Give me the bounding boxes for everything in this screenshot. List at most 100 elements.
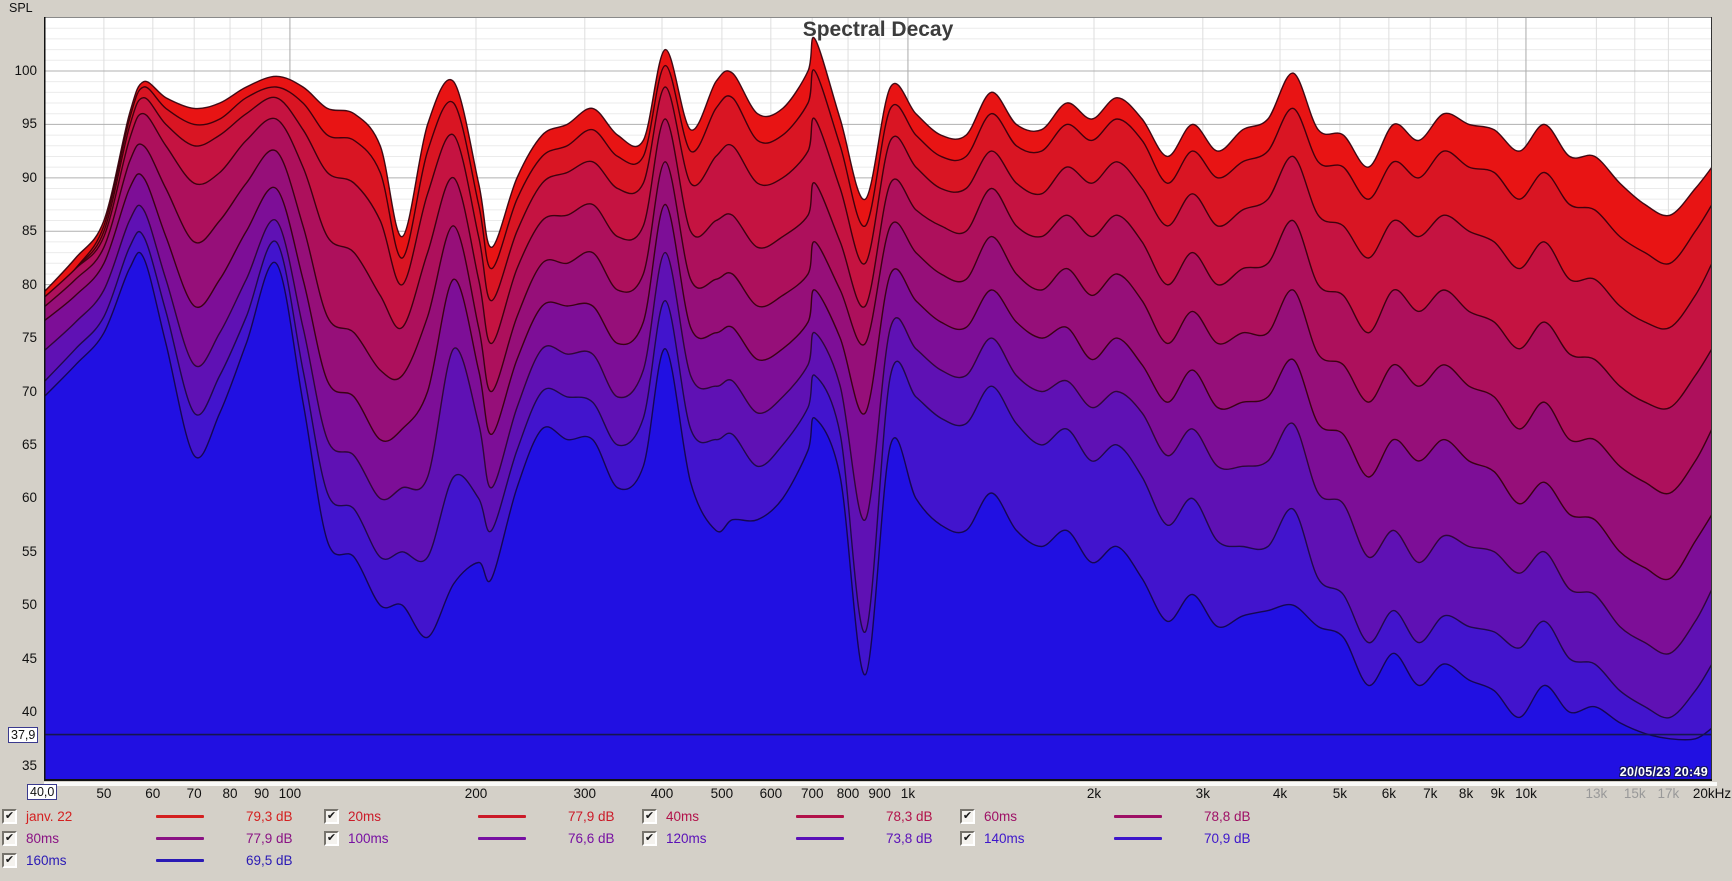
y-tick-70: 70 — [21, 383, 37, 399]
y-axis-title: SPL — [9, 1, 33, 15]
checkbox-janv-22[interactable]: ✔ — [2, 809, 17, 824]
legend-item-80ms: ✔ 80ms 77,9 dB — [2, 828, 324, 849]
x-tick-100: 100 — [278, 786, 302, 801]
series-curve-60ms — [44, 112, 1712, 410]
series-curve-janv-22 — [44, 36, 1712, 293]
y-tick-90: 90 — [21, 169, 37, 185]
x-tick-20khz: 20kHz — [1692, 786, 1732, 801]
x-tick-60: 60 — [145, 786, 161, 801]
checkbox-120ms[interactable]: ✔ — [642, 831, 657, 846]
x-tick-10k: 10k — [1515, 786, 1537, 801]
legend-label-120ms: 120ms — [666, 831, 707, 846]
y-tick-85: 85 — [21, 223, 37, 239]
x-tick-1k: 1k — [900, 786, 916, 801]
legend-value-80ms: 77,9 dB — [246, 831, 293, 846]
x-tick-3k: 3k — [1195, 786, 1210, 801]
legend-item-janv-22: ✔ janv. 22 79,3 dB — [2, 806, 324, 827]
x-tick-70: 70 — [186, 786, 202, 801]
legend-label-janv-22: janv. 22 — [26, 809, 73, 824]
legend-item-20ms: ✔ 20ms 77,9 dB — [324, 806, 642, 827]
axis-strip — [44, 782, 1717, 786]
series-curve-100ms — [44, 173, 1712, 581]
legend-label-40ms: 40ms — [666, 809, 700, 824]
x-tick-15k: 15k — [1623, 786, 1646, 801]
x-tick-4k: 4k — [1272, 786, 1288, 801]
legend-label-100ms: 100ms — [348, 831, 389, 846]
x-tick-13k: 13k — [1585, 786, 1608, 801]
y-tick-40: 40 — [21, 704, 37, 720]
x-tick-700: 700 — [800, 786, 824, 801]
legend-value-140ms: 70,9 dB — [1204, 831, 1251, 846]
x-tick-600: 600 — [759, 786, 783, 801]
legend-value-60ms: 78,8 dB — [1204, 809, 1251, 824]
series-curve-20ms — [44, 64, 1712, 308]
legend-line-swatch-janv-22 — [156, 815, 204, 818]
y-tick-80: 80 — [21, 276, 37, 292]
legend-label-60ms: 60ms — [984, 809, 1018, 824]
checkbox-60ms[interactable]: ✔ — [960, 809, 975, 824]
y-tick-35: 35 — [21, 757, 37, 773]
x-tick-50: 50 — [96, 786, 112, 801]
legend-label-160ms: 160ms — [26, 853, 67, 868]
x-tick-200: 200 — [464, 786, 488, 801]
series-curve-120ms — [44, 204, 1712, 655]
checkbox-80ms[interactable]: ✔ — [2, 831, 17, 846]
legend-value-120ms: 73,8 dB — [886, 831, 933, 846]
spectral-decay-plot[interactable] — [44, 17, 1712, 781]
legend-label-80ms: 80ms — [26, 831, 60, 846]
x-tick-6k: 6k — [1381, 786, 1396, 801]
y-tick-60: 60 — [21, 490, 37, 506]
legend-item-140ms: ✔ 140ms 70,9 dB — [960, 828, 1380, 849]
checkbox-160ms[interactable]: ✔ — [2, 853, 17, 868]
legend-line-swatch-120ms — [796, 837, 844, 840]
timestamp: 20/05/23 20:49 — [1619, 765, 1708, 779]
y-tick-100: 100 — [14, 62, 37, 78]
checkbox-140ms[interactable]: ✔ — [960, 831, 975, 846]
legend-line-swatch-160ms — [156, 859, 204, 862]
y-tick-75: 75 — [21, 330, 37, 346]
cursor-level-box[interactable]: 37,9 — [8, 726, 39, 743]
y-tick-45: 45 — [21, 650, 37, 666]
x-tick-90: 90 — [254, 786, 270, 801]
legend-line-swatch-60ms — [1114, 815, 1162, 818]
x-tick-400: 400 — [650, 786, 674, 801]
legend-label-140ms: 140ms — [984, 831, 1025, 846]
y-tick-95: 95 — [21, 116, 37, 132]
x-tick-9k: 9k — [1490, 786, 1505, 801]
x-tick-900: 900 — [868, 786, 891, 801]
checkbox-20ms[interactable]: ✔ — [324, 809, 339, 824]
series-curve-160ms — [44, 251, 1712, 741]
cursor-frequency-box[interactable]: 40,0 — [27, 784, 58, 800]
x-tick-8k: 8k — [1458, 786, 1474, 801]
plot-canvas[interactable] — [44, 17, 1712, 781]
checkbox-100ms[interactable]: ✔ — [324, 831, 339, 846]
legend-value-20ms: 77,9 dB — [568, 809, 615, 824]
y-tick-65: 65 — [21, 436, 37, 452]
legend-item-60ms: ✔ 60ms 78,8 dB — [960, 806, 1380, 827]
x-tick-80: 80 — [222, 786, 238, 801]
legend-item-40ms: ✔ 40ms 78,3 dB — [642, 806, 960, 827]
y-tick-50: 50 — [21, 597, 37, 613]
legend-value-40ms: 78,3 dB — [886, 809, 933, 824]
x-tick-500: 500 — [710, 786, 734, 801]
x-tick-17k: 17k — [1657, 786, 1680, 801]
series-fill-160ms — [44, 252, 1712, 781]
checkbox-40ms[interactable]: ✔ — [642, 809, 657, 824]
legend-line-swatch-140ms — [1114, 837, 1162, 840]
legend-label-20ms: 20ms — [348, 809, 382, 824]
x-tick-5k: 5k — [1332, 786, 1348, 801]
x-tick-2k: 2k — [1086, 786, 1102, 801]
series-curve-140ms — [44, 231, 1712, 719]
legend-line-swatch-100ms — [478, 837, 526, 840]
legend-line-swatch-40ms — [796, 815, 844, 818]
x-tick-300: 300 — [573, 786, 597, 801]
y-tick-55: 55 — [21, 543, 37, 559]
series-curve-80ms — [44, 143, 1712, 495]
legend-line-swatch-20ms — [478, 815, 526, 818]
legend-value-160ms: 69,5 dB — [246, 853, 293, 868]
legend-line-swatch-80ms — [156, 837, 204, 840]
x-tick-7k: 7k — [1423, 786, 1438, 801]
series-curve-40ms — [44, 86, 1712, 330]
legend-value-janv-22: 79,3 dB — [246, 809, 293, 824]
